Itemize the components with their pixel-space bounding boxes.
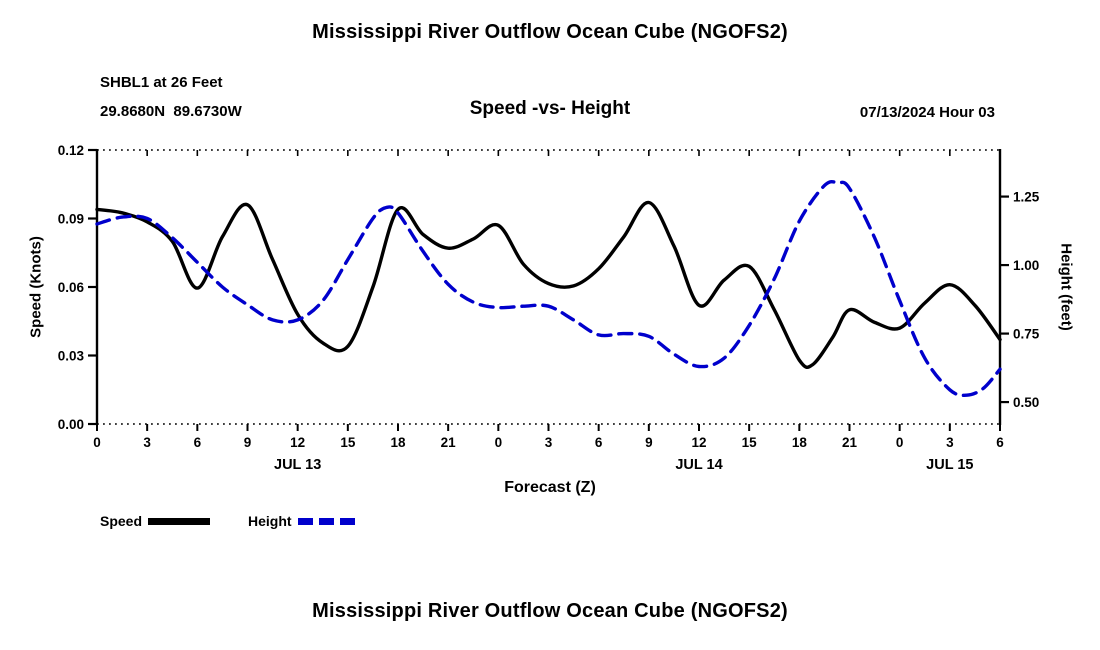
day-label: JUL 14 <box>675 457 722 473</box>
x-tick-label: 3 <box>946 435 954 450</box>
x-tick-label: 9 <box>645 435 653 450</box>
x-tick-label: 15 <box>742 435 758 450</box>
chart-subtitle: Speed -vs- Height <box>469 98 631 119</box>
x-tick-label: 12 <box>691 435 706 450</box>
x-tick-label: 6 <box>595 435 603 450</box>
y-right-tick-label: 1.25 <box>1013 190 1040 205</box>
y-left-tick-label: 0.12 <box>58 143 84 158</box>
right-axis-title: Height (feet) <box>1057 243 1075 331</box>
x-tick-label: 21 <box>441 435 457 450</box>
left-axis-title: Speed (Knots) <box>27 236 45 338</box>
day-label: JUL 15 <box>926 457 973 473</box>
y-right-tick-label: 0.75 <box>1013 327 1040 342</box>
x-tick-label: 0 <box>93 435 101 450</box>
x-tick-label: 6 <box>996 435 1004 450</box>
coordinates-label: 29.8680N 89.6730W <box>100 103 242 120</box>
legend-speed-label: Speed <box>100 513 143 529</box>
day-label: JUL 13 <box>274 457 321 473</box>
legend-height-line <box>297 517 360 525</box>
x-tick-label: 12 <box>290 435 305 450</box>
x-tick-label: 18 <box>792 435 808 450</box>
speed-line <box>95 200 1002 369</box>
x-tick-label: 3 <box>143 435 151 450</box>
x-tick-label: 0 <box>896 435 904 450</box>
legend-speed-line <box>148 517 211 525</box>
x-tick-label: 21 <box>842 435 858 450</box>
page-title: Mississippi River Outflow Ocean Cube (NG… <box>312 21 788 43</box>
x-tick-label: 18 <box>390 435 406 450</box>
legend: Speed Height <box>100 513 360 529</box>
x-tick-label: 15 <box>340 435 356 450</box>
height-line <box>95 179 1002 398</box>
x-tick-label: 0 <box>495 435 503 450</box>
datetime-label: 07/13/2024 Hour 03 <box>859 104 995 121</box>
y-right-tick-label: 1.00 <box>1013 258 1039 273</box>
station-label: SHBL1 at 26 Feet <box>100 74 223 91</box>
y-left-tick-label: 0.03 <box>58 349 85 364</box>
x-axis-title: Forecast (Z) <box>504 479 596 496</box>
x-tick-label: 3 <box>545 435 553 450</box>
bottom-title: Mississippi River Outflow Ocean Cube (NG… <box>312 600 788 622</box>
y-right-tick-label: 0.50 <box>1013 395 1039 410</box>
x-tick-label: 6 <box>194 435 202 450</box>
legend-height-label: Height <box>248 513 292 529</box>
y-left-tick-label: 0.00 <box>58 417 84 432</box>
y-left-tick-label: 0.06 <box>58 280 85 295</box>
y-left-tick-label: 0.09 <box>58 212 84 227</box>
x-tick-label: 9 <box>244 435 252 450</box>
